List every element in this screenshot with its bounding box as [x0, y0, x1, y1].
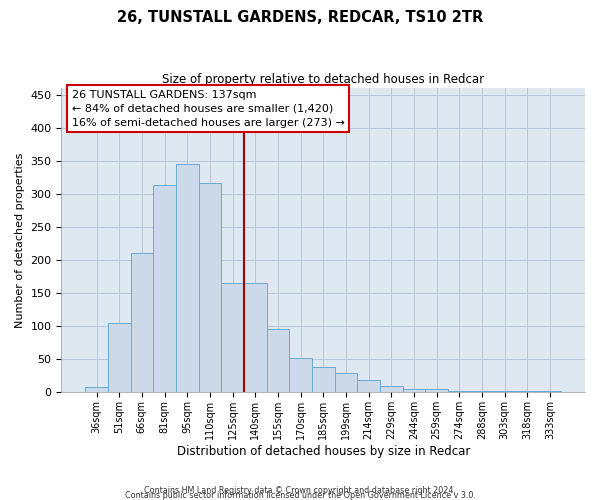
Text: Contains public sector information licensed under the Open Government Licence v : Contains public sector information licen… — [125, 491, 475, 500]
Bar — [199, 182, 221, 392]
Bar — [403, 388, 425, 392]
Bar — [266, 328, 289, 392]
Bar — [425, 388, 448, 392]
Bar — [357, 380, 380, 392]
Bar — [131, 253, 153, 392]
Bar — [108, 322, 131, 392]
Text: 26 TUNSTALL GARDENS: 137sqm
← 84% of detached houses are smaller (1,420)
16% of : 26 TUNSTALL GARDENS: 137sqm ← 84% of det… — [72, 90, 345, 128]
Bar — [176, 164, 199, 392]
Bar — [448, 390, 470, 392]
Bar — [85, 388, 108, 392]
Bar — [221, 283, 244, 392]
Bar — [335, 373, 357, 392]
X-axis label: Distribution of detached houses by size in Redcar: Distribution of detached houses by size … — [176, 444, 470, 458]
Bar — [153, 185, 176, 392]
Text: 26, TUNSTALL GARDENS, REDCAR, TS10 2TR: 26, TUNSTALL GARDENS, REDCAR, TS10 2TR — [117, 10, 483, 25]
Bar — [312, 368, 335, 392]
Bar — [289, 358, 312, 392]
Y-axis label: Number of detached properties: Number of detached properties — [15, 152, 25, 328]
Text: Contains HM Land Registry data © Crown copyright and database right 2024.: Contains HM Land Registry data © Crown c… — [144, 486, 456, 495]
Title: Size of property relative to detached houses in Redcar: Size of property relative to detached ho… — [162, 72, 484, 86]
Bar — [244, 283, 266, 392]
Bar — [380, 386, 403, 392]
